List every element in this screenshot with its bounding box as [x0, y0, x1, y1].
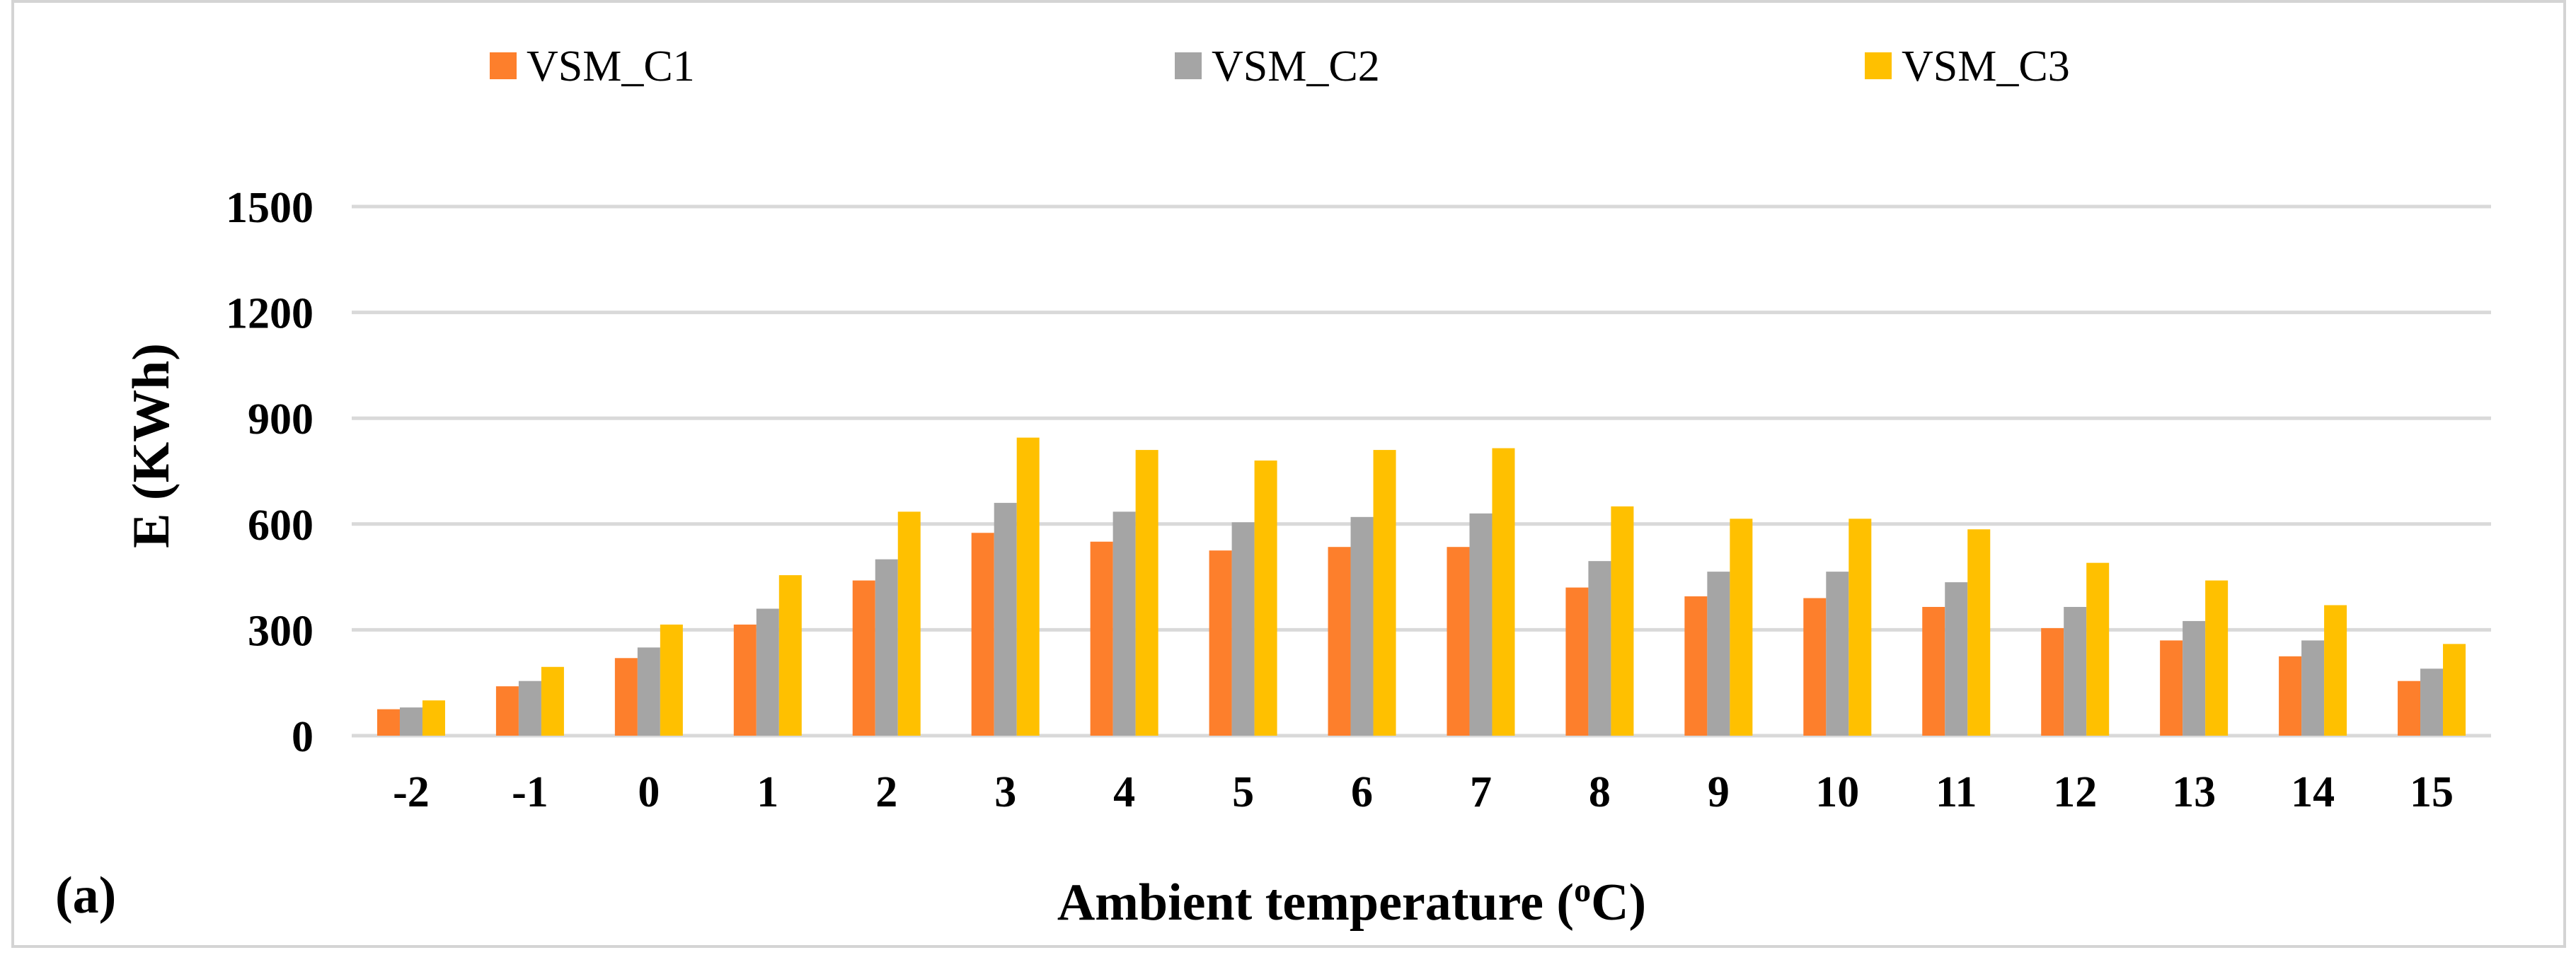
- y-tick-label: 600: [248, 502, 314, 550]
- bar-vsm-c1-3: [971, 533, 994, 736]
- bar-vsm-c1-0: [614, 658, 638, 736]
- bar-vsm-c1-1: [733, 624, 757, 736]
- bar-vsm-c2-6: [1350, 516, 1374, 736]
- y-tick-label: 1200: [226, 290, 314, 338]
- bar-vsm-c3-14: [2324, 605, 2347, 736]
- x-tick-label: 7: [1470, 768, 1492, 816]
- bar-vsm-c3-15: [2443, 644, 2466, 736]
- bar-vsm-c1--1: [495, 686, 519, 736]
- x-tick-label: 13: [2172, 768, 2216, 816]
- bar-vsm-c3-6: [1373, 450, 1396, 736]
- bar-vsm-c3-1: [778, 575, 802, 736]
- bar-vsm-c1-11: [1922, 606, 1945, 736]
- y-axis-ticks: 0 300 600 900 1200 1500: [226, 184, 314, 761]
- bar-vsm-c2-11: [1945, 582, 1968, 736]
- bar-vsm-c2-0: [637, 647, 660, 736]
- legend-swatch-vsm-c3: [1865, 52, 1892, 79]
- y-tick-label: 1500: [226, 184, 314, 232]
- bar-vsm-c1-6: [1328, 547, 1351, 736]
- bar-vsm-c3-13: [2205, 580, 2229, 736]
- bar-vsm-c2-13: [2183, 620, 2206, 736]
- bar-vsm-c1-8: [1565, 587, 1589, 736]
- bars: [376, 437, 2466, 736]
- bar-vsm-c1--2: [376, 709, 400, 736]
- x-tick-label: 5: [1232, 768, 1254, 816]
- bar-vsm-c2-8: [1588, 561, 1611, 736]
- x-tick-label: -2: [393, 768, 430, 816]
- bar-vsm-c2--2: [399, 707, 422, 736]
- legend-label-vsm-c2: VSM_C2: [1212, 42, 1380, 91]
- bar-vsm-c3-0: [660, 624, 683, 736]
- chart-frame: [11, 0, 2566, 948]
- x-tick-label: 0: [638, 768, 660, 816]
- bar-vsm-c2-2: [875, 559, 898, 736]
- bar-vsm-c1-12: [2041, 627, 2064, 736]
- bar-vsm-c2-7: [1469, 513, 1493, 736]
- bar-vsm-c3-11: [1967, 529, 1991, 736]
- legend-label-vsm-c3: VSM_C3: [1902, 42, 2070, 91]
- bar-vsm-c3-9: [1730, 519, 1753, 736]
- bar-vsm-c3--2: [422, 700, 445, 736]
- bar-vsm-c2-1: [756, 608, 779, 736]
- bar-vsm-c2-4: [1112, 511, 1136, 736]
- x-tick-label: 10: [1815, 768, 1859, 816]
- legend: VSM_C1 VSM_C2 VSM_C3: [490, 42, 2070, 91]
- y-tick-label: 900: [248, 395, 314, 444]
- bar-vsm-c1-10: [1803, 598, 1827, 736]
- x-tick-label: 4: [1113, 768, 1135, 816]
- bar-vsm-c3-5: [1254, 461, 1277, 736]
- legend-swatch-vsm-c1: [490, 52, 517, 79]
- bar-vsm-c2-12: [2064, 606, 2087, 736]
- x-tick-label: 8: [1589, 768, 1611, 816]
- bar-vsm-c3-2: [897, 511, 921, 736]
- bar-vsm-c3-10: [1848, 519, 1872, 736]
- bar-vsm-c2-9: [1707, 572, 1730, 736]
- x-tick-label: 15: [2410, 768, 2454, 816]
- x-axis-title-sup: o: [1574, 872, 1591, 909]
- panel-label: (a): [55, 867, 116, 925]
- bar-vsm-c2-3: [994, 502, 1017, 736]
- gridlines: [352, 204, 2491, 738]
- bar-vsm-c2-15: [2420, 668, 2444, 736]
- bar-vsm-c1-9: [1684, 596, 1708, 736]
- x-tick-label: 6: [1351, 768, 1373, 816]
- bar-vsm-c3--1: [541, 666, 564, 736]
- bar-vsm-c3-7: [1492, 448, 1515, 736]
- bar-vsm-c1-7: [1447, 547, 1470, 736]
- x-tick-label: 12: [2053, 768, 2097, 816]
- x-tick-label: 11: [1936, 768, 1977, 816]
- x-axis-title: Ambient temperature (oC): [1057, 872, 1646, 932]
- x-tick-label: 14: [2291, 768, 2335, 816]
- bar-vsm-c1-13: [2160, 640, 2183, 736]
- legend-swatch-vsm-c2: [1175, 52, 1202, 79]
- x-tick-label: 9: [1708, 768, 1730, 816]
- bar-vsm-c2-10: [1826, 572, 1849, 736]
- bar-vsm-c2--1: [518, 681, 541, 736]
- bar-vsm-c1-5: [1209, 550, 1232, 736]
- bar-vsm-c3-4: [1135, 450, 1158, 736]
- x-axis-title-suffix: C): [1591, 874, 1646, 932]
- x-axis-title-main: Ambient temperature (: [1057, 874, 1574, 932]
- bar-vsm-c2-5: [1231, 522, 1255, 736]
- bar-vsm-c1-15: [2398, 681, 2421, 736]
- bar-vsm-c1-2: [852, 580, 875, 736]
- x-tick-label: -1: [512, 768, 548, 816]
- bar-vsm-c2-14: [2301, 640, 2325, 736]
- bar-vsm-c1-14: [2279, 656, 2302, 736]
- x-tick-label: 1: [757, 768, 778, 816]
- y-tick-label: 0: [292, 713, 314, 761]
- legend-label-vsm-c1: VSM_C1: [527, 42, 695, 91]
- x-tick-label: 2: [875, 768, 897, 816]
- y-tick-label: 300: [248, 607, 314, 655]
- bar-vsm-c1-4: [1090, 541, 1113, 736]
- bar-vsm-c3-3: [1016, 437, 1040, 736]
- x-axis-ticks: -2 -1 0 1 2 3 4 5 6 7 8 9 10 11 12 13 14 15: [393, 768, 2454, 816]
- bar-vsm-c3-12: [2086, 562, 2110, 736]
- bar-vsm-c3-8: [1611, 506, 1634, 736]
- x-tick-label: 3: [994, 768, 1016, 816]
- y-axis-title: E (KWh): [122, 343, 180, 548]
